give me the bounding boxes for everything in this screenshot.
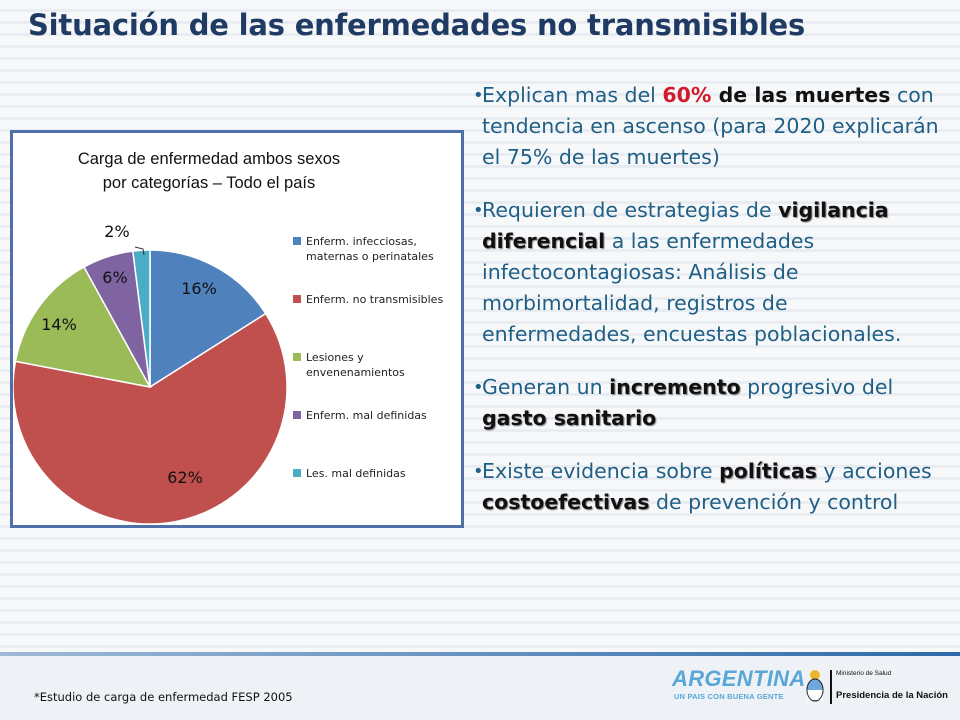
- leader-line: [134, 246, 145, 256]
- bullet-text-segment: a las enfermedades infectocontagiosas: A…: [482, 229, 902, 346]
- bullet-text-segment: Generan un: [482, 375, 610, 399]
- bullet-dot-icon: •: [473, 461, 484, 482]
- bullet-text-segment: Requieren de estrategias de: [482, 198, 779, 222]
- slide-title: Situación de las enfermedades no transmi…: [28, 8, 806, 42]
- bullet-text-segment: 60%: [662, 83, 712, 107]
- coat-of-arms-icon: [806, 670, 824, 702]
- pie-data-label: 2%: [104, 222, 129, 241]
- legend-label: Enferm. no transmisibles: [306, 293, 443, 306]
- pie-data-label: 14%: [41, 315, 77, 334]
- bullet-text-segment: Existe evidencia sobre: [482, 459, 720, 483]
- bullet-item: • Requieren de estrategias de vigilancia …: [473, 195, 942, 350]
- bullet-list: • Explican mas del 60% de las muertes con…: [473, 80, 942, 540]
- bullet-text-segment: costoefectivas: [482, 490, 650, 514]
- argentina-logo: ARGENTINA UN PAIS CON BUENA GENTE: [672, 666, 805, 706]
- bullet-text-segment: Explican mas del: [482, 83, 663, 107]
- legend-swatch: [293, 237, 301, 245]
- bullet-text-segment: vigilancia diferencial: [482, 198, 889, 253]
- legend-label: Enferm. mal definidas: [306, 409, 427, 422]
- presidency-label: Presidencia de la Nación: [836, 690, 948, 701]
- legend-swatch: [293, 353, 301, 361]
- pie-chart: 16% 62% 14% 6% 2% Enferm. infecciosas, materna…: [13, 222, 443, 525]
- footer-band: [0, 656, 960, 720]
- chart-title-line-1: Carga de enfermedad ambos sexos: [77, 150, 341, 168]
- pie-slice: [131, 249, 151, 388]
- bullet-text-segment: de las muertes: [711, 83, 891, 107]
- ministry-name: Ministerio de Salud: [836, 670, 892, 677]
- chart-panel: Carga de enfermedad ambos sexos por cate…: [10, 130, 464, 528]
- chart-title: Carga de enfermedad ambos sexos por cate…: [13, 147, 405, 195]
- pie-slice: [14, 265, 152, 389]
- ministry-divider: [830, 670, 832, 704]
- bullet-item: • Explican mas del 60% de las muertes con…: [473, 80, 942, 173]
- bullet-text-segment: políticas: [719, 459, 817, 483]
- legend-label: Lesiones y: [306, 351, 364, 364]
- legend-label: Enferm. infecciosas,: [306, 235, 417, 248]
- bullet-item: • Existe evidencia sobre políticas y acci…: [473, 456, 942, 518]
- legend-label: maternas o perinatales: [306, 250, 434, 263]
- bullet-text-segment: gasto sanitario: [482, 406, 657, 430]
- pie-data-label: 62%: [167, 468, 203, 487]
- pie-slice: [149, 249, 267, 389]
- bullet-text-segment: progresivo del: [740, 375, 894, 399]
- argentina-logo-word: ARGENTINA: [672, 666, 806, 691]
- pie-slice: [13, 312, 288, 525]
- legend-swatch: [293, 411, 301, 419]
- bullet-text-segment: y acciones: [816, 459, 932, 483]
- footer-divider: [0, 652, 960, 656]
- ministry-logo: Ministerio de Salud Presidencia de la Na…: [830, 670, 960, 710]
- bullet-dot-icon: •: [473, 377, 484, 398]
- bullet-dot-icon: •: [473, 200, 484, 221]
- pie-data-label: 6%: [102, 268, 127, 287]
- bullet-text-segment: de prevención y control: [649, 490, 899, 514]
- pie-data-label: 16%: [181, 279, 217, 298]
- bullet-dot-icon: •: [473, 85, 484, 106]
- bullet-item: • Generan un incremento progresivo del g…: [473, 372, 942, 434]
- legend-swatch: [293, 295, 301, 303]
- bullet-text-segment: incremento: [609, 375, 741, 399]
- chart-title-line-2: por categorías – Todo el país: [102, 174, 316, 192]
- legend-label: Les. mal definidas: [306, 467, 406, 480]
- legend-label: envenenamientos: [306, 366, 405, 379]
- legend-swatch: [293, 469, 301, 477]
- bullet-text-segment: con tendencia en ascenso (para 2020 expl…: [482, 83, 939, 169]
- source-note: *Estudio de carga de enfermedad FESP 200…: [34, 690, 293, 704]
- argentina-logo-tagline: UN PAIS CON BUENA GENTE: [674, 692, 784, 701]
